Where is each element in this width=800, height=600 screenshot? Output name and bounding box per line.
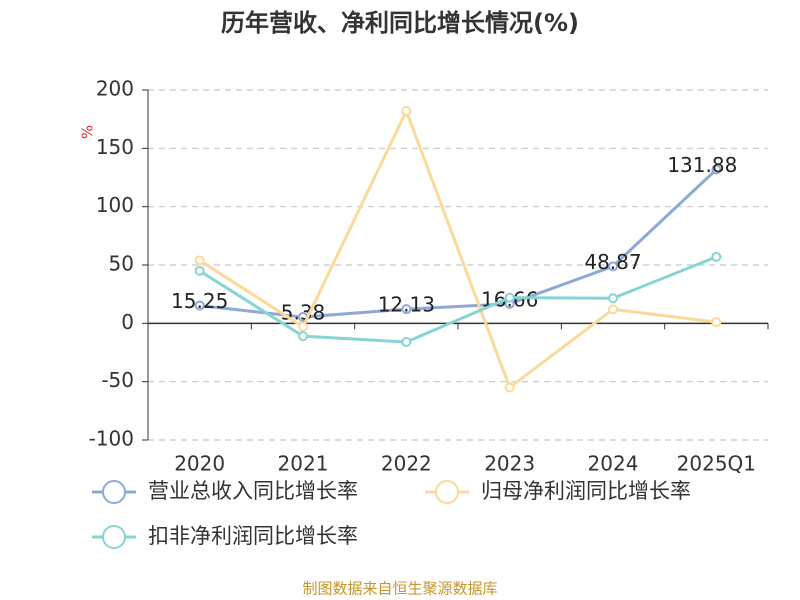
y-tick-label: 200 [96,77,134,101]
x-tick-label: 2023 [484,452,535,476]
legend-marker[interactable] [102,480,126,504]
series-line [198,255,717,344]
data-point [504,382,515,393]
source-note: 制图数据来自恒生聚源数据库 [302,580,497,598]
y-tick-label: 50 [109,252,134,276]
data-point [194,255,205,266]
data-point [401,304,412,315]
y-tick-label: 150 [96,135,134,159]
data-point [711,317,722,328]
y-tick-label: 100 [96,193,134,217]
data-point [194,265,205,276]
data-point [504,292,515,303]
chart-title: 历年营收、净利同比增长情况(%) [221,9,579,37]
y-axis-label: % [79,125,97,139]
data-label: 15.25 [171,289,228,313]
legend-label[interactable]: 营业总收入同比增长率 [148,479,358,503]
data-point [194,300,205,311]
data-point [401,337,412,347]
data-point [608,293,618,304]
legend-marker[interactable] [102,525,126,549]
x-tick-label: 2025Q1 [677,452,756,476]
data-label: 48.87 [584,250,641,274]
x-tick-label: 2020 [174,452,225,476]
data-point [608,304,618,315]
legend-label[interactable]: 归母净利润同比增长率 [481,479,691,503]
y-tick-label: -100 [89,427,134,451]
x-tick-label: 2021 [278,452,329,476]
data-point [298,331,308,342]
data-label: 5.38 [281,301,326,325]
data-point [298,321,308,332]
x-tick-label: 2022 [381,452,432,476]
legend-label[interactable]: 扣非净利润同比增长率 [148,524,358,548]
data-point [711,251,722,262]
series-line [198,107,717,390]
data-point [608,261,618,272]
data-point [711,164,722,175]
data-label: 131.88 [667,153,737,177]
y-tick-label: 0 [121,310,134,334]
data-point [401,106,412,116]
legend-marker[interactable] [435,480,459,504]
x-tick-label: 2024 [588,452,639,476]
series-line [199,168,718,319]
data-label: 12.13 [378,293,435,317]
y-tick-label: -50 [101,368,134,392]
